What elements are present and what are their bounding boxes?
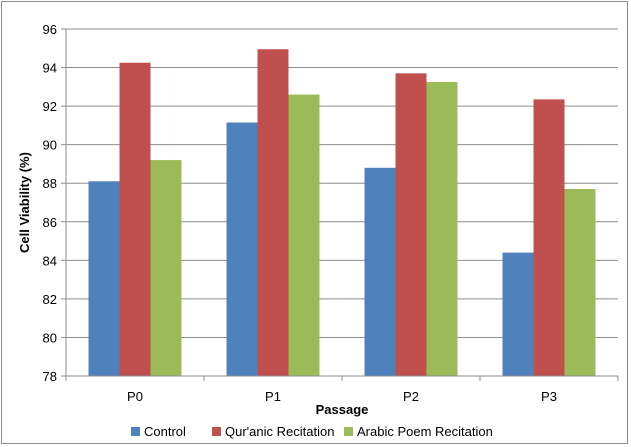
legend-swatch [212, 427, 221, 436]
x-axis-title: Passage [316, 402, 369, 417]
bar [226, 122, 258, 376]
legend: Control Qur'anic Recitation Arabic Poem Re… [131, 424, 493, 439]
x-tick-label: P0 [127, 389, 143, 404]
bars [88, 49, 596, 377]
y-tick-label: 88 [43, 176, 57, 191]
bar [257, 49, 289, 376]
y-tick-labels: 78 80 82 84 86 88 90 92 94 96 [43, 22, 57, 384]
y-tick-label: 78 [43, 369, 57, 384]
bar [364, 167, 396, 376]
y-tick-label: 82 [43, 292, 57, 307]
legend-label: Arabic Poem Recitation [357, 424, 493, 439]
legend-swatch [344, 427, 353, 436]
y-tick-label: 92 [43, 99, 57, 114]
bar [533, 99, 565, 376]
bar [150, 160, 182, 376]
legend-label: Control [144, 424, 186, 439]
x-tick-label: P1 [265, 389, 281, 404]
axes [65, 29, 619, 381]
legend-swatch [131, 427, 140, 436]
bar [88, 181, 120, 376]
bar [564, 189, 596, 376]
bar [288, 94, 320, 377]
y-tick-label: 90 [43, 138, 57, 153]
y-tick-label: 86 [43, 215, 57, 230]
bar [395, 73, 427, 376]
y-tick-label: 84 [43, 253, 57, 268]
x-tick-labels: P0 P1 P2 P3 [127, 389, 557, 404]
x-tick-label: P3 [541, 389, 557, 404]
x-tick-label: P2 [403, 389, 419, 404]
bar [426, 82, 458, 376]
bar [502, 252, 534, 376]
legend-label: Qur'anic Recitation [225, 424, 334, 439]
y-axis-title: Cell Viability (%) [17, 152, 32, 253]
y-tick-label: 94 [43, 61, 57, 76]
bar [119, 62, 151, 376]
y-tick-label: 96 [43, 22, 57, 37]
y-tick-label: 80 [43, 330, 57, 345]
